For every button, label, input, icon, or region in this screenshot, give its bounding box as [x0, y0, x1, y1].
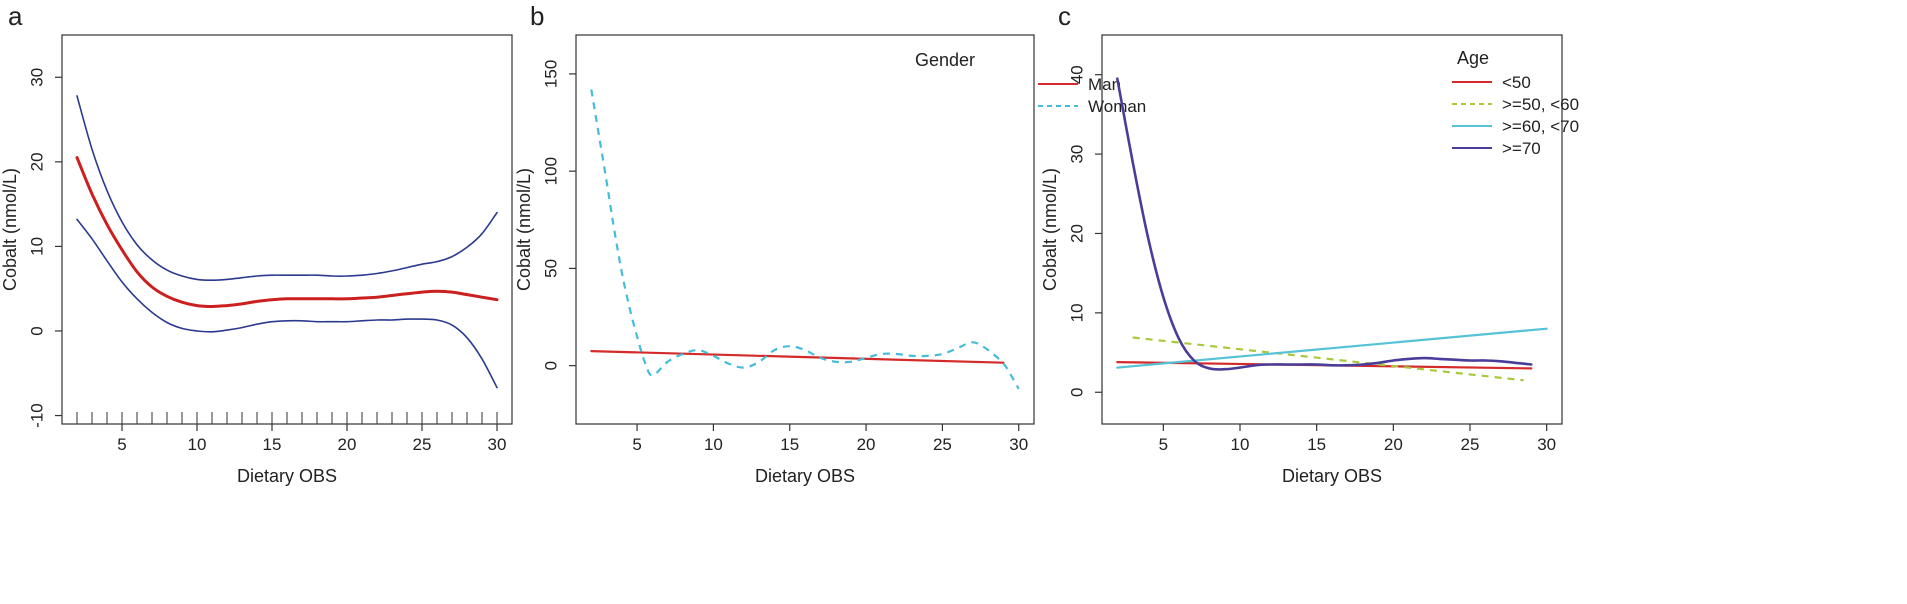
panel-c-legend: Age <50 >=50, <60 >=60, <70 >=70: [1452, 48, 1579, 158]
panel-c-letter: c: [1058, 1, 1071, 31]
panel-a-chart: a 5 10 15 20 25 30 -10 0 10 20 30 Dietary OBS Cobalt …: [0, 1, 513, 486]
panel-c-x-tick-label: 30: [1537, 435, 1556, 454]
panel-b-letter: b: [530, 1, 544, 31]
panel-c-series-line-60-70: [1116, 327, 1548, 369]
panel-a-y-tick-label: 20: [27, 152, 46, 171]
panel-c-legend-entry: >=70: [1502, 139, 1541, 158]
panel-c-x-tick-label: 5: [1159, 435, 1168, 454]
panel-a-y-tick-label: -10: [27, 403, 46, 428]
panel-c-series-line-70: [1116, 77, 1533, 371]
panel-c-x-tick-label: 20: [1384, 435, 1403, 454]
panel-a-series-line-upper-95-ci: [76, 95, 498, 281]
panel-b-x-tick-label: 20: [857, 435, 876, 454]
panel-b-x-tick-label: 15: [780, 435, 799, 454]
panel-a-x-tick-label: 15: [263, 435, 282, 454]
panel-a-x-tick-label: 30: [488, 435, 507, 454]
panel-b-y-axis-label: Cobalt (nmol/L): [514, 168, 534, 291]
panel-c-y-tick-label: 30: [1067, 145, 1086, 164]
panel-a-series-line-lower-95-ci: [76, 218, 498, 389]
panel-a-x-tick-label: 20: [338, 435, 357, 454]
panel-c-legend-title: Age: [1457, 48, 1489, 68]
panel-b-plot-frame: [575, 34, 1035, 425]
panel-b-legend-entry: Woman: [1088, 97, 1146, 116]
panel-b-series-line-woman: [590, 89, 1020, 390]
panel-a-plot-frame: [61, 34, 513, 425]
panel-c-x-tick-label: 25: [1461, 435, 1480, 454]
panel-b-legend: Gender Man Woman: [915, 50, 1146, 116]
panel-b-x-axis-label: Dietary OBS: [755, 466, 855, 486]
panel-a-series-group: [75, 95, 499, 389]
panel-b-x-tick-label: 10: [704, 435, 723, 454]
panel-b-x-tick-label: 5: [632, 435, 641, 454]
panel-c-y-tick-label: 20: [1067, 224, 1086, 243]
panel-c-x-tick-label: 15: [1307, 435, 1326, 454]
panel-c-legend-entry: <50: [1502, 73, 1531, 92]
panel-a-x-tick-label: 5: [117, 435, 126, 454]
panel-b-legend-title: Gender: [915, 50, 975, 70]
panel-c-legend-entry: >=50, <60: [1502, 95, 1579, 114]
panel-b-y-tick-label: 50: [541, 259, 560, 278]
panel-a-series-line-estimate: [75, 156, 499, 308]
panel-a-letter: a: [8, 1, 23, 31]
panel-b-series-line-man: [590, 350, 1005, 364]
panel-c-y-tick-label: 40: [1067, 65, 1086, 84]
panel-a-y-axis-label: Cobalt (nmol/L): [0, 168, 20, 291]
panel-c-plot-frame: [1101, 34, 1563, 425]
panel-c-y-tick-label: 0: [1067, 388, 1086, 397]
panel-a-x-tick-label: 25: [413, 435, 432, 454]
panel-b-x-tick-label: 30: [1009, 435, 1028, 454]
panel-b-series-group: [590, 89, 1020, 390]
panel-c-series-line-50-60: [1132, 336, 1524, 382]
panel-c-chart: c 5 10 15 20 25 30 0 10 20 30 40 Dietary OBS Cobalt (…: [1040, 1, 1579, 486]
panel-a-y-tick-label: 0: [27, 326, 46, 335]
panel-b-y-tick-label: 0: [541, 361, 560, 370]
panel-b-x-tick-label: 25: [933, 435, 952, 454]
panel-a-y-tick-label: 10: [27, 237, 46, 256]
panel-c-y-tick-label: 10: [1067, 303, 1086, 322]
panel-c-x-axis-label: Dietary OBS: [1282, 466, 1382, 486]
panel-a-x-axis-label: Dietary OBS: [237, 466, 337, 486]
panel-c-x-tick-label: 10: [1231, 435, 1250, 454]
panel-c-legend-entry: >=60, <70: [1502, 117, 1579, 136]
panel-b-y-tick-label: 100: [541, 157, 560, 185]
panel-a-x-tick-label: 10: [188, 435, 207, 454]
panel-a-y-tick-label: 30: [27, 68, 46, 87]
panel-b-y-tick-label: 150: [541, 60, 560, 88]
panel-b-legend-entry: Man: [1088, 75, 1121, 94]
panel-c-y-axis-label: Cobalt (nmol/L): [1040, 168, 1060, 291]
panel-c-series-group: [1116, 77, 1548, 382]
